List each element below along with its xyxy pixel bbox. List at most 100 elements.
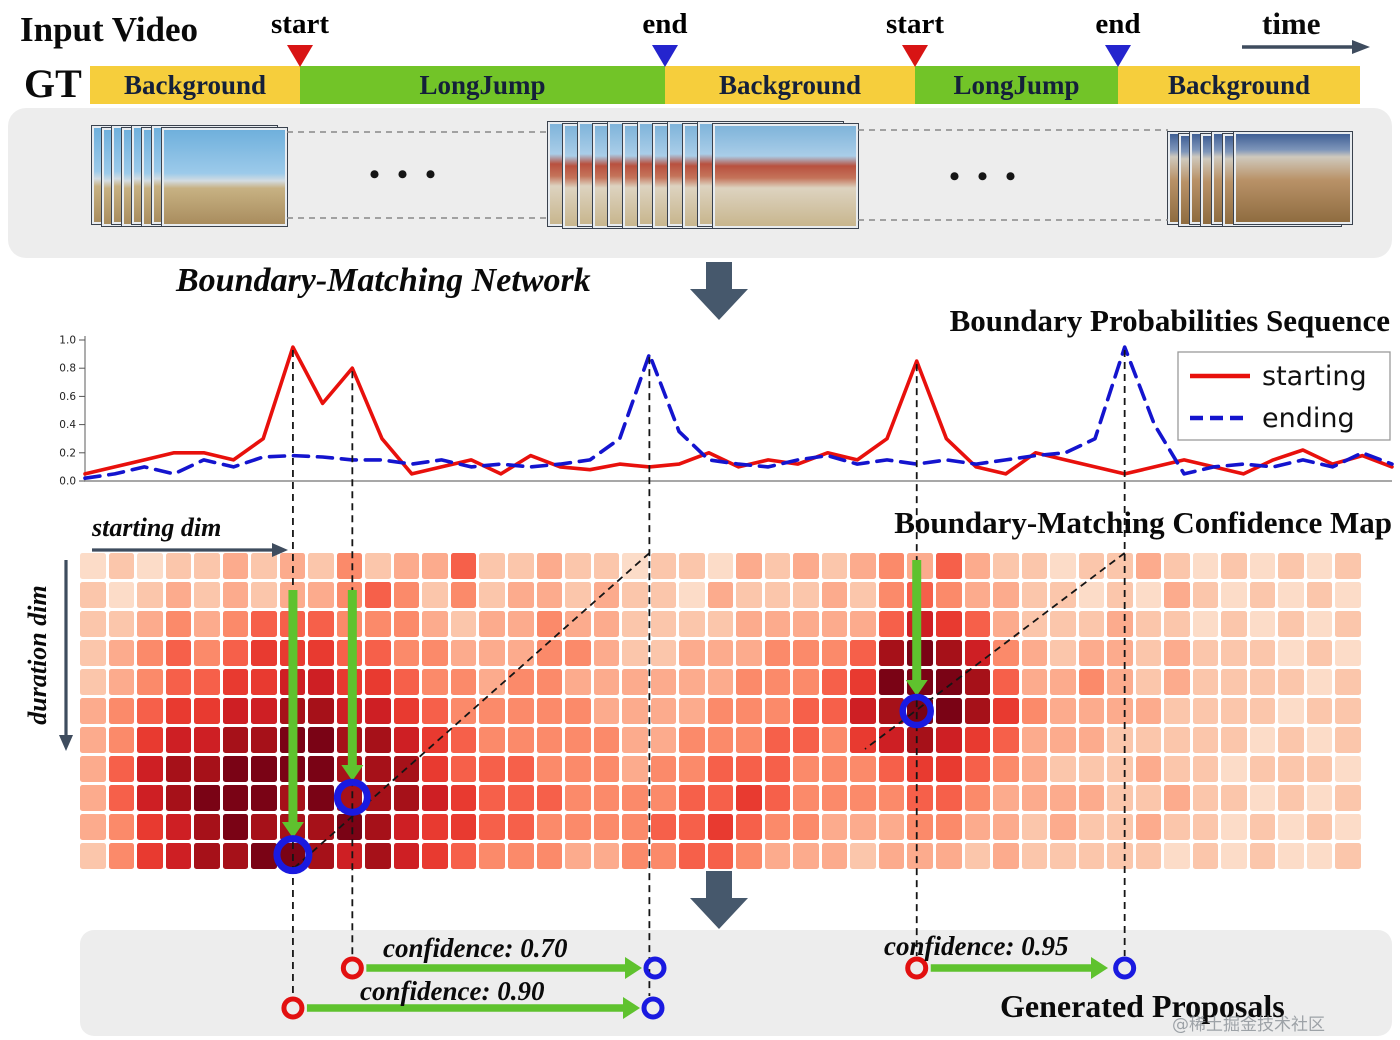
- heatmap-cell: [878, 698, 905, 724]
- heatmap-cell: [422, 756, 448, 782]
- heatmap-cell: [1221, 669, 1247, 695]
- heatmap-cell: [279, 669, 306, 695]
- heatmap-cell: [1135, 814, 1162, 840]
- heatmap-cell: [736, 553, 762, 579]
- heatmap-cell: [1306, 611, 1333, 637]
- heatmap-cell: [222, 814, 249, 840]
- heatmap-cell: [993, 727, 1019, 753]
- heatmap-cell: [1021, 843, 1048, 869]
- heatmap-cell: [308, 640, 334, 666]
- heatmap-cell: [251, 582, 277, 608]
- heatmap-cell: [479, 785, 505, 811]
- heatmap-cell: [1306, 756, 1333, 782]
- heatmap-cell: [365, 553, 391, 579]
- heatmap-cell: [935, 669, 962, 695]
- marker-label-start: start: [886, 8, 944, 40]
- heatmap-cell: [1135, 785, 1162, 811]
- gt-segment-background: Background: [1118, 66, 1360, 104]
- heatmap-cell: [1135, 640, 1162, 666]
- heatmap-cell: [793, 756, 819, 782]
- heatmap-cell: [479, 553, 505, 579]
- chart-y-tick-label: 0.6: [59, 391, 76, 403]
- heatmap-cell: [308, 785, 334, 811]
- heatmap-cell: [907, 669, 933, 695]
- heatmap-cell: [336, 698, 363, 724]
- heatmap-cell: [907, 640, 933, 666]
- heatmap-cell: [393, 669, 420, 695]
- heatmap-cell: [764, 553, 791, 579]
- heatmap-cell: [194, 843, 220, 869]
- start-triangle-icon: [902, 45, 928, 67]
- heatmap-cell: [821, 843, 848, 869]
- heatmap-cell: [536, 611, 563, 637]
- heatmap-cell: [422, 611, 448, 637]
- heatmap-cell: [536, 582, 563, 608]
- heatmap-cell: [1050, 553, 1076, 579]
- heatmap-cell: [422, 553, 448, 579]
- heatmap-cell: [764, 785, 791, 811]
- heatmap-cell: [964, 756, 991, 782]
- heatmap-cell: [764, 814, 791, 840]
- heatmap-cell: [650, 785, 677, 811]
- heatmap-cell: [593, 553, 620, 579]
- heatmap-cell: [222, 698, 249, 724]
- heatmap-cell: [850, 756, 876, 782]
- heatmap-cell: [279, 553, 306, 579]
- heatmap-cell: [1135, 727, 1162, 753]
- heatmap-cell: [450, 611, 477, 637]
- heatmap-cell: [1164, 843, 1190, 869]
- heatmap-cell: [137, 698, 163, 724]
- heatmap-cell: [793, 553, 819, 579]
- heatmap-cell: [622, 814, 648, 840]
- heatmap-cell: [622, 843, 648, 869]
- heatmap-cell: [993, 611, 1019, 637]
- heatmap-cell: [935, 814, 962, 840]
- heatmap-cell: [507, 756, 534, 782]
- heatmap-cell: [365, 582, 391, 608]
- heatmap-cell: [279, 640, 306, 666]
- heatmap-cell: [1278, 785, 1304, 811]
- heatmap-cell: [964, 785, 991, 811]
- heatmap-cell: [393, 727, 420, 753]
- heatmap-cell: [679, 756, 705, 782]
- heatmap-cell: [336, 756, 363, 782]
- marker-label-end: end: [642, 8, 688, 40]
- heatmap-cell: [479, 727, 505, 753]
- heatmap-cell: [935, 785, 962, 811]
- heatmap-cell: [793, 611, 819, 637]
- heatmap-cell: [565, 698, 591, 724]
- heatmap-cell: [80, 640, 106, 666]
- heatmap-cell: [793, 582, 819, 608]
- heatmap-cell: [1335, 553, 1361, 579]
- heatmap-cell: [1164, 669, 1190, 695]
- chart-y-tick-label: 1.0: [59, 335, 76, 347]
- heatmap-cell: [365, 727, 391, 753]
- heatmap-cell: [593, 727, 620, 753]
- heatmap-cell: [679, 640, 705, 666]
- heatmap-cell: [137, 669, 163, 695]
- heatmap-cell: [993, 669, 1019, 695]
- confidence-label-2: confidence: 0.90: [360, 976, 545, 1006]
- heatmap-cell: [507, 582, 534, 608]
- heatmap-cell: [507, 611, 534, 637]
- heatmap-cell: [1050, 727, 1076, 753]
- heatmap-cell: [1335, 727, 1361, 753]
- heatmap-cell: [878, 727, 905, 753]
- heatmap-cell: [764, 582, 791, 608]
- heatmap-cell: [850, 582, 876, 608]
- heatmap-cell: [222, 553, 249, 579]
- heatmap-cell: [793, 814, 819, 840]
- heatmap-cell: [507, 814, 534, 840]
- heatmap-cell: [764, 756, 791, 782]
- chart-y-tick-label: 0.4: [59, 419, 76, 431]
- heatmap-cell: [1249, 698, 1276, 724]
- heatmap-cell: [1249, 553, 1276, 579]
- heatmap-cell: [1021, 785, 1048, 811]
- heatmap-cell: [308, 669, 334, 695]
- heatmap-cell: [1221, 698, 1247, 724]
- heatmap-cell: [764, 611, 791, 637]
- heatmap-cell: [821, 814, 848, 840]
- heatmap-cell: [422, 814, 448, 840]
- heatmap-cell: [993, 553, 1019, 579]
- heatmap-cell: [422, 698, 448, 724]
